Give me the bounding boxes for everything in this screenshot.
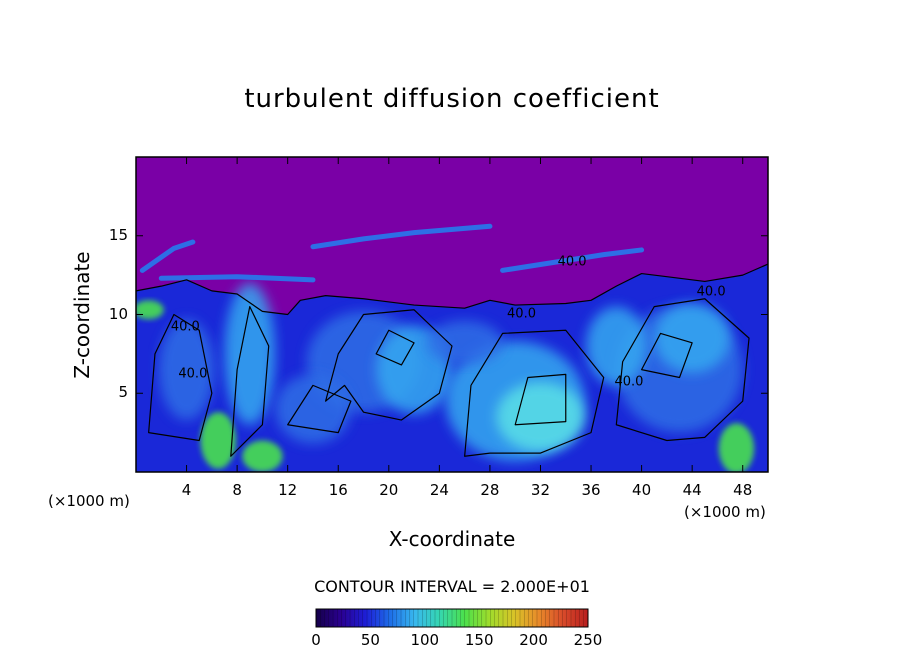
- chart-title: turbulent diffusion coefficient: [244, 84, 660, 114]
- field-blob-6: [224, 283, 276, 425]
- y-tick-label-1: 10: [108, 304, 128, 323]
- contour-line-2: [464, 329, 605, 457]
- x-unit-left: (×1000 m): [48, 492, 130, 510]
- x-tick-label-8: 36: [581, 481, 601, 499]
- y-axis-label: Z-coordinate: [70, 251, 94, 379]
- x-tick-label-10: 44: [682, 481, 702, 499]
- upper-filament-2: [139, 239, 196, 273]
- field-blob-9: [426, 320, 503, 365]
- field-blob-10: [585, 306, 647, 386]
- colorbar-tick-label-4: 200: [519, 631, 548, 649]
- x-tick-label-5: 24: [429, 481, 449, 499]
- upper-filament-3: [158, 274, 316, 283]
- field-blob-8: [275, 374, 351, 444]
- x-tick-label-6: 28: [480, 481, 500, 499]
- x-unit-right: (×1000 m): [684, 503, 766, 521]
- contour-line-6: [375, 329, 415, 366]
- high-value-patch-0: [200, 412, 236, 469]
- contour-line-0: [136, 263, 768, 316]
- x-tick-label-3: 16: [328, 481, 348, 499]
- contour-label-3: 40.0: [558, 255, 587, 270]
- high-value-patch-1: [242, 440, 283, 472]
- high-value-patch-2: [718, 423, 755, 472]
- contour-line-7: [641, 332, 693, 379]
- x-tick-label-9: 40: [632, 481, 652, 499]
- colorbar-tick-label-1: 50: [360, 631, 380, 649]
- upper-filament-0: [310, 223, 493, 250]
- contour-interval-text: CONTOUR INTERVAL = 2.000E+01: [314, 577, 590, 596]
- x-tick-label-7: 32: [530, 481, 551, 499]
- field-blob-5: [654, 303, 731, 373]
- contour-line-5: [230, 306, 270, 457]
- contour-label-2: 40.0: [507, 307, 536, 322]
- high-value-patch-3: [136, 300, 164, 320]
- contour-label-5: 40.0: [614, 374, 643, 389]
- field-blob-7: [158, 319, 215, 421]
- y-tick-label-2: 15: [108, 225, 128, 244]
- colorbar-tick-label-3: 150: [464, 631, 494, 649]
- x-tick-label-4: 20: [379, 481, 399, 499]
- x-tick-label-0: 4: [181, 481, 192, 499]
- contour-line-9: [514, 373, 567, 426]
- contour-line-1: [325, 309, 453, 421]
- colorbar-tick-label-5: 250: [573, 631, 603, 649]
- x-tick-label-11: 48: [733, 481, 753, 499]
- contour-line-3: [615, 298, 750, 442]
- y-tick-label-0: 5: [118, 383, 128, 402]
- contour-line-4: [148, 313, 213, 442]
- x-axis-label: X-coordinate: [388, 527, 516, 551]
- colorbar-tick-label-0: 0: [311, 631, 321, 649]
- colorbar-tick-label-2: 100: [410, 631, 440, 649]
- contour-label-1: 40.0: [178, 367, 207, 382]
- field-blob-3: [496, 382, 585, 452]
- x-tick-label-2: 12: [278, 481, 298, 499]
- contour-line-8: [287, 384, 352, 434]
- contour-label-0: 40.0: [171, 319, 200, 334]
- contour-label-4: 40.0: [697, 285, 726, 300]
- colorbar: [315, 608, 589, 628]
- x-tick-label-1: 8: [232, 481, 242, 499]
- upper-filament-1: [500, 247, 645, 273]
